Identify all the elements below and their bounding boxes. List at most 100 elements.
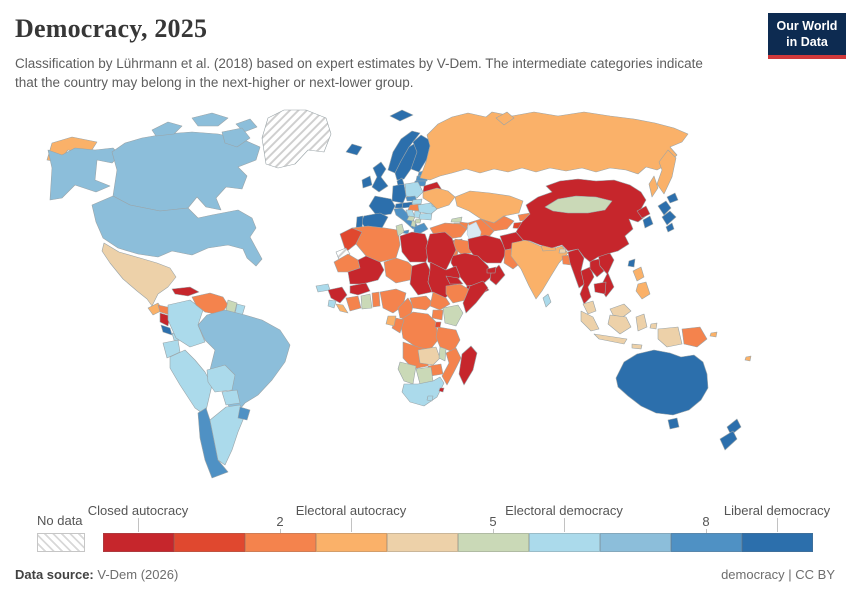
country-greenland[interactable] [261, 109, 332, 169]
country-cambodia[interactable] [593, 281, 607, 295]
country-maluku[interactable] [649, 322, 658, 330]
country-novaya[interactable] [495, 111, 515, 126]
country-brazil[interactable] [197, 309, 291, 416]
country-tunisia[interactable] [395, 223, 405, 237]
country-switzerland[interactable] [394, 202, 404, 209]
legend-segment-5[interactable] [458, 533, 529, 552]
country-somalia[interactable] [462, 280, 489, 314]
country-ivory-coast[interactable] [345, 295, 362, 312]
country-cameroon[interactable] [397, 297, 414, 319]
country-bolivia[interactable] [206, 364, 236, 393]
country-western-sahara[interactable] [335, 247, 351, 263]
country-kenya[interactable] [442, 304, 464, 327]
country-senegal[interactable] [315, 283, 331, 293]
country-russia[interactable] [419, 111, 689, 181]
country-tasmania[interactable] [667, 417, 680, 430]
country-japan-hokkaido[interactable] [666, 192, 679, 204]
country-papua-id[interactable] [657, 326, 683, 348]
country-ireland[interactable] [361, 175, 373, 189]
country-madagascar[interactable] [458, 345, 478, 386]
country-arctic4[interactable] [221, 127, 251, 148]
country-mexico[interactable] [101, 242, 177, 307]
country-malaysia[interactable] [582, 300, 597, 315]
country-arctic2[interactable] [191, 112, 229, 127]
country-argentina[interactable] [209, 404, 246, 466]
country-japan-honshu-n[interactable] [657, 200, 672, 216]
country-zambia[interactable] [417, 346, 441, 366]
country-malaysia-borneo[interactable] [609, 303, 632, 318]
legend-segment-0[interactable] [103, 533, 174, 552]
country-uae[interactable] [486, 266, 497, 274]
country-chile[interactable] [197, 407, 229, 479]
country-china[interactable] [515, 178, 647, 263]
country-mongolia[interactable] [544, 195, 613, 214]
country-iceland[interactable] [345, 143, 363, 156]
country-mali[interactable] [347, 255, 385, 285]
country-macedonia[interactable] [414, 218, 422, 224]
country-alaska[interactable] [47, 147, 121, 201]
country-ghana[interactable] [360, 293, 373, 310]
country-malawi[interactable] [438, 346, 447, 362]
country-arctic1[interactable] [151, 121, 183, 137]
country-north-korea[interactable] [636, 205, 651, 219]
country-finland[interactable] [410, 134, 432, 173]
country-burkina-faso[interactable] [349, 282, 371, 296]
country-south-sudan[interactable] [429, 291, 451, 311]
owid-logo[interactable]: Our World in Data [768, 13, 846, 60]
legend-segment-9[interactable] [742, 533, 813, 552]
country-kazakhstan[interactable] [454, 190, 524, 224]
country-car[interactable] [409, 295, 434, 311]
country-egypt[interactable] [425, 231, 457, 271]
country-paraguay[interactable] [221, 389, 241, 406]
country-france[interactable] [368, 195, 396, 217]
country-uk[interactable] [371, 161, 389, 193]
country-eswatini[interactable] [438, 387, 445, 393]
legend-segment-8[interactable] [671, 533, 742, 552]
country-nusa[interactable] [631, 343, 643, 350]
country-png[interactable] [681, 326, 708, 348]
legend-segment-4[interactable] [387, 533, 458, 552]
country-nz-south[interactable] [719, 430, 738, 451]
country-uganda[interactable] [431, 309, 444, 321]
country-libya[interactable] [399, 231, 431, 263]
legend-segment-1[interactable] [174, 533, 245, 552]
country-sakhalin[interactable] [648, 175, 659, 198]
country-slovakia[interactable] [411, 198, 423, 205]
country-togo-benin[interactable] [371, 291, 381, 308]
country-ukraine[interactable] [422, 187, 456, 210]
country-java[interactable] [593, 333, 628, 345]
country-sierra-leone[interactable] [327, 299, 337, 309]
legend-segment-7[interactable] [600, 533, 671, 552]
country-georgia[interactable] [450, 216, 463, 223]
country-india[interactable] [510, 239, 569, 300]
country-cuba[interactable] [171, 286, 200, 297]
country-uruguay[interactable] [237, 406, 251, 421]
country-philippines-n[interactable] [632, 266, 645, 282]
country-kamchatka[interactable] [656, 149, 677, 195]
country-greece[interactable] [413, 222, 429, 235]
legend-segment-6[interactable] [529, 533, 600, 552]
country-japan-kyushu[interactable] [665, 222, 675, 233]
legend-segment-3[interactable] [316, 533, 387, 552]
country-germany[interactable] [391, 183, 407, 204]
legend-segment-2[interactable] [245, 533, 316, 552]
country-bhutan[interactable] [558, 248, 567, 254]
country-sri-lanka[interactable] [542, 293, 552, 308]
country-nicaragua[interactable] [159, 312, 171, 327]
country-colombia[interactable] [167, 299, 206, 348]
license-note[interactable]: democracy | CC BY [721, 567, 835, 582]
country-philippines-s[interactable] [635, 281, 651, 300]
country-oman[interactable] [489, 264, 506, 286]
country-solomon[interactable] [709, 331, 718, 338]
country-sulawesi[interactable] [635, 313, 648, 332]
country-taiwan[interactable] [627, 258, 636, 268]
country-nz-north[interactable] [726, 418, 742, 436]
country-gabon[interactable] [385, 315, 397, 327]
country-fiji[interactable] [744, 355, 752, 362]
country-kalimantan[interactable] [607, 314, 632, 335]
country-guinea[interactable] [327, 286, 348, 304]
country-svalbard[interactable] [389, 109, 414, 122]
country-canada[interactable] [111, 131, 261, 212]
country-namibia[interactable] [397, 361, 417, 385]
country-mozambique[interactable] [441, 347, 462, 386]
